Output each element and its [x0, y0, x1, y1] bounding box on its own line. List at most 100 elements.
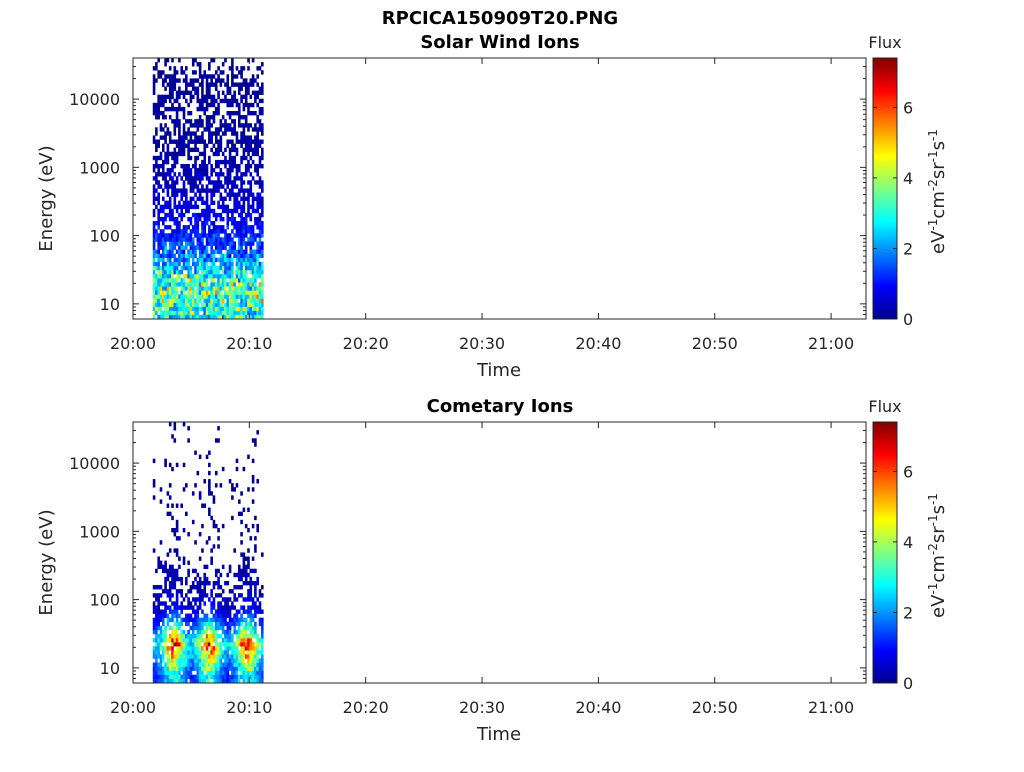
heatmap-cell	[210, 269, 213, 275]
heatmap-cell	[171, 180, 174, 185]
heatmap-cell	[208, 597, 211, 602]
heatmap-cell	[175, 261, 179, 267]
heatmap-cell	[159, 310, 163, 316]
heatmap-cell	[178, 670, 181, 676]
heatmap-cell	[256, 139, 259, 144]
heatmap-cell	[217, 110, 220, 116]
unit-base: eV	[928, 594, 949, 618]
heatmap-cell	[247, 110, 250, 116]
heatmap-cell	[203, 294, 207, 299]
heatmap-cell	[233, 192, 236, 197]
heatmap-cell	[233, 617, 236, 623]
heatmap-cell	[261, 670, 264, 676]
heatmap-cell	[254, 589, 257, 594]
heatmap-cell	[175, 70, 179, 75]
y-tick-label: 10	[100, 659, 120, 678]
heatmap-cell	[201, 261, 204, 267]
heatmap-cell	[180, 658, 184, 663]
heatmap-cell	[244, 135, 248, 140]
heatmap-cell	[235, 298, 239, 303]
heatmap-cell	[171, 253, 174, 259]
heatmap-cell	[226, 638, 230, 643]
heatmap-cell	[219, 290, 223, 295]
heatmap-cell	[224, 204, 227, 210]
heatmap-cell	[168, 253, 172, 259]
heatmap-cell	[247, 674, 250, 680]
heatmap-cell	[164, 155, 167, 161]
heatmap-cell	[235, 662, 239, 667]
heatmap-cell	[185, 241, 188, 246]
heatmap-cell	[251, 678, 255, 684]
heatmap-cell	[256, 654, 259, 659]
heatmap-cell	[201, 184, 204, 189]
heatmap-cell	[231, 678, 234, 684]
x-tick-label: 20:00	[110, 334, 156, 353]
heatmap-cell	[251, 650, 255, 655]
heatmap-cell	[196, 282, 200, 287]
heatmap-cell	[185, 298, 188, 303]
heatmap-cell	[231, 180, 234, 185]
heatmap-cell	[214, 523, 218, 529]
heatmap-cell	[205, 212, 209, 218]
heatmap-cell	[242, 172, 246, 177]
heatmap-cell	[242, 82, 246, 87]
heatmap-cell	[210, 208, 213, 214]
heatmap-cell	[191, 638, 195, 643]
heatmap-cell	[196, 94, 200, 100]
heatmap-cell	[155, 143, 158, 148]
heatmap-cell	[226, 221, 230, 226]
heatmap-cell	[251, 241, 255, 246]
heatmap-cell	[171, 466, 174, 472]
heatmap-cell	[254, 90, 257, 95]
heatmap-cell	[171, 585, 174, 590]
heatmap-cell	[198, 265, 202, 271]
heatmap-cell	[242, 310, 246, 316]
heatmap-cell	[171, 229, 174, 234]
heatmap-cell	[261, 314, 264, 320]
heatmap-cell	[221, 678, 225, 684]
heatmap-cell	[231, 589, 234, 594]
heatmap-cell	[159, 278, 163, 283]
heatmap-cell	[224, 609, 227, 614]
heatmap-cell	[217, 94, 220, 100]
heatmap-cell	[210, 229, 213, 234]
heatmap-cell	[168, 310, 172, 316]
heatmap-cell	[242, 155, 246, 161]
heatmap-cell	[251, 257, 255, 263]
heatmap-cell	[203, 233, 207, 238]
heatmap-cell	[198, 638, 202, 643]
heatmap-cell	[208, 90, 211, 95]
heatmap-cell	[166, 127, 170, 132]
heatmap-cell	[196, 127, 200, 132]
heatmap-cell	[201, 94, 204, 100]
heatmap-cell	[217, 642, 220, 647]
heatmap-cell	[261, 278, 264, 283]
heatmap-cell	[256, 216, 259, 222]
heatmap-cell	[196, 670, 200, 676]
heatmap-cell	[233, 605, 236, 610]
heatmap-cell	[226, 650, 230, 655]
heatmap-cell	[226, 658, 230, 663]
heatmap-cell	[171, 290, 174, 295]
heatmap-cell	[256, 642, 259, 647]
x-tick-label: 21:00	[808, 334, 854, 353]
heatmap-cell	[237, 576, 241, 582]
heatmap-cell	[214, 572, 218, 578]
heatmap-cell	[210, 633, 213, 639]
heatmap-cell	[175, 625, 179, 631]
heatmap-cell	[157, 265, 160, 271]
heatmap-cell	[198, 601, 202, 606]
heatmap-cell	[187, 646, 190, 651]
heatmap-cell	[168, 74, 172, 79]
heatmap-cell	[180, 257, 184, 263]
heatmap-cell	[208, 625, 211, 631]
heatmap-cell	[249, 306, 253, 312]
heatmap-cell	[221, 123, 225, 128]
heatmap-cell	[194, 310, 197, 316]
heatmap-cell	[205, 666, 209, 671]
heatmap-cell	[208, 180, 211, 185]
heatmap-cell	[189, 110, 193, 116]
heatmap-cell	[258, 658, 262, 663]
heatmap-cell	[226, 208, 230, 214]
heatmap-cell	[194, 601, 197, 606]
